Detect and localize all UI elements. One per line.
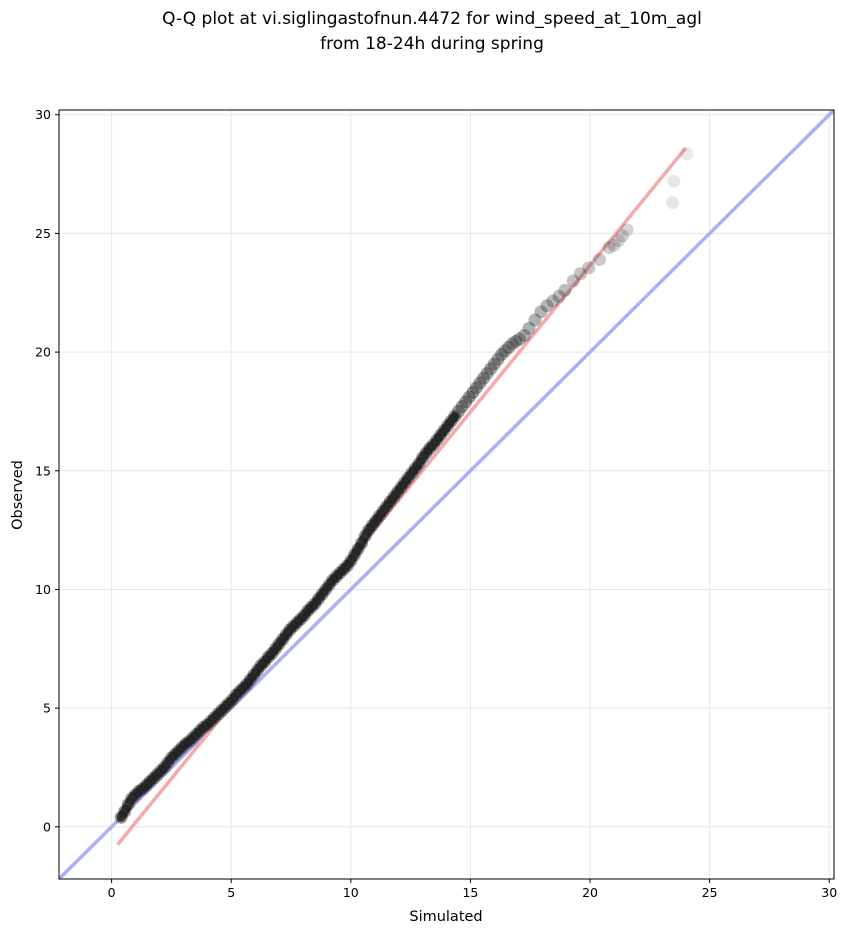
chart-title-line-2: from 18-24h during spring — [320, 34, 544, 54]
identity-line — [59, 110, 834, 879]
y-tick-label: 30 — [35, 107, 51, 122]
quantile-point — [615, 229, 629, 243]
quantile-point — [546, 294, 560, 308]
quantile-point — [534, 305, 548, 319]
quantile-point — [502, 340, 516, 354]
quantile-point — [680, 147, 694, 161]
quantile-point — [528, 313, 542, 327]
y-axis-label: Observed — [10, 460, 26, 530]
y-tick-label: 0 — [43, 819, 51, 834]
chart-title-line-1: Q-Q plot at vi.siglingastofnun.4472 for … — [162, 9, 702, 29]
dense-point-band — [116, 411, 460, 822]
quantile-point — [522, 321, 536, 335]
quantile-point — [477, 371, 491, 385]
quantile-point — [540, 299, 554, 313]
quantile-point — [469, 381, 483, 395]
plot-area-frame — [58, 109, 835, 880]
grid — [59, 110, 834, 879]
quantile-point — [612, 234, 626, 248]
x-tick-label: 15 — [462, 885, 478, 900]
x-tick-label: 0 — [108, 885, 116, 900]
quantile-point — [573, 267, 587, 281]
quantile-point — [602, 241, 616, 255]
y-tick-label: 20 — [35, 345, 51, 360]
quantile-point — [558, 283, 572, 297]
quantile-point — [491, 352, 505, 366]
quantile-point — [466, 385, 480, 399]
quantile-point — [552, 289, 566, 303]
quantile-point — [620, 223, 634, 237]
quantile-point — [505, 337, 519, 351]
quantile-point — [487, 357, 501, 371]
quantile-point — [582, 261, 596, 275]
quantile-point — [509, 334, 523, 348]
quantile-point — [484, 362, 498, 376]
x-tick-label: 10 — [343, 885, 359, 900]
quantile-points — [114, 147, 694, 824]
y-tick-label: 10 — [35, 582, 51, 597]
quantile-point — [473, 376, 487, 390]
x-tick-label: 25 — [702, 885, 718, 900]
quantile-point — [495, 347, 509, 361]
quantile-point — [498, 344, 512, 358]
axis-ticks: 0 5 10 15 20 25 30 0 5 10 15 20 25 30 — [35, 107, 837, 900]
quantile-point — [566, 274, 580, 288]
y-tick-label: 5 — [43, 701, 51, 716]
quantile-point — [607, 238, 621, 252]
x-tick-label: 20 — [582, 885, 598, 900]
x-axis-label: Simulated — [409, 909, 482, 925]
quantile-point — [666, 196, 680, 210]
reference-lines — [59, 110, 834, 879]
quantile-point — [593, 253, 607, 267]
quantile-point — [512, 332, 526, 346]
quantile-point — [667, 174, 681, 188]
quantile-point — [517, 328, 531, 342]
y-tick-label: 15 — [35, 463, 51, 478]
quantile-point — [480, 366, 494, 380]
x-tick-label: 5 — [227, 885, 235, 900]
x-tick-label: 30 — [821, 885, 837, 900]
quantile-point — [462, 390, 476, 404]
y-tick-label: 25 — [35, 226, 51, 241]
